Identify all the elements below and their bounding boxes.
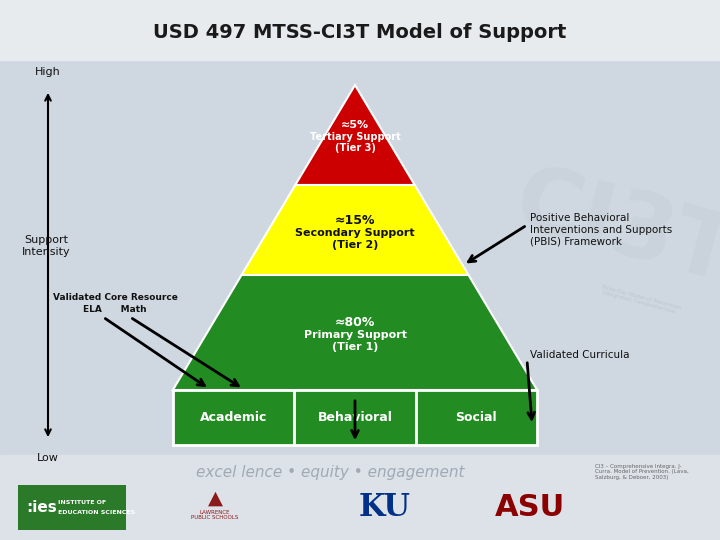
Text: USD 497 MTSS-CI3T Model of Support: USD 497 MTSS-CI3T Model of Support bbox=[153, 23, 567, 42]
Bar bbox=[0, 455, 720, 540]
Text: LAWRENCE
PUBLIC SCHOOLS: LAWRENCE PUBLIC SCHOOLS bbox=[192, 510, 239, 521]
Text: CI3T: CI3T bbox=[505, 158, 720, 301]
Text: Intensity: Intensity bbox=[22, 247, 71, 257]
Text: Primary Support: Primary Support bbox=[304, 330, 407, 341]
Text: Low: Low bbox=[37, 453, 59, 463]
Text: ≈5%: ≈5% bbox=[341, 120, 369, 130]
Text: Academic: Academic bbox=[200, 411, 267, 424]
Text: ≈80%: ≈80% bbox=[335, 316, 375, 329]
Text: Social: Social bbox=[456, 411, 498, 424]
Text: ▲: ▲ bbox=[207, 489, 222, 508]
Text: Validated Curricula: Validated Curricula bbox=[530, 350, 629, 360]
Text: Support: Support bbox=[24, 235, 68, 245]
Bar bbox=[294, 390, 415, 445]
Polygon shape bbox=[173, 275, 537, 390]
Text: CI3 – Comprehensive Integra. J-
Curra. Model of Prevention. (Lava,
Salzburg, & D: CI3 – Comprehensive Integra. J- Curra. M… bbox=[595, 464, 689, 480]
Text: ELA      Math: ELA Math bbox=[84, 305, 147, 314]
Text: (PBIS) Framework: (PBIS) Framework bbox=[530, 237, 622, 247]
Text: Behavioral: Behavioral bbox=[318, 411, 392, 424]
Text: INSTITUTE OF: INSTITUTE OF bbox=[58, 500, 106, 504]
Text: (Tier 1): (Tier 1) bbox=[332, 342, 378, 353]
Text: Secondary Support: Secondary Support bbox=[295, 228, 415, 238]
Bar bbox=[18, 485, 126, 530]
Text: excel lence • equity • engagement: excel lence • equity • engagement bbox=[196, 464, 464, 480]
Bar bbox=[0, 0, 720, 60]
Text: High: High bbox=[35, 67, 61, 77]
Text: ≈15%: ≈15% bbox=[335, 213, 375, 226]
Text: Positive Behavioral: Positive Behavioral bbox=[530, 213, 629, 223]
Polygon shape bbox=[295, 85, 415, 185]
Polygon shape bbox=[241, 185, 469, 275]
Text: Interventions and Supports: Interventions and Supports bbox=[530, 225, 672, 235]
Text: Three-Tier Model of Prevention
Integrated, Comprehensive: Three-Tier Model of Prevention Integrate… bbox=[598, 284, 682, 316]
Bar bbox=[173, 390, 294, 445]
Text: (Tier 2): (Tier 2) bbox=[332, 240, 378, 250]
Text: EDUCATION SCIENCES: EDUCATION SCIENCES bbox=[58, 510, 135, 515]
Text: KU: KU bbox=[359, 492, 411, 523]
Bar bbox=[415, 390, 537, 445]
Text: Validated Core Resource: Validated Core Resource bbox=[53, 293, 177, 301]
Text: ASU: ASU bbox=[495, 494, 565, 523]
Text: :ies: :ies bbox=[26, 500, 57, 515]
Text: (Tier 3): (Tier 3) bbox=[335, 143, 375, 153]
Text: Tertiary Support: Tertiary Support bbox=[310, 132, 400, 142]
